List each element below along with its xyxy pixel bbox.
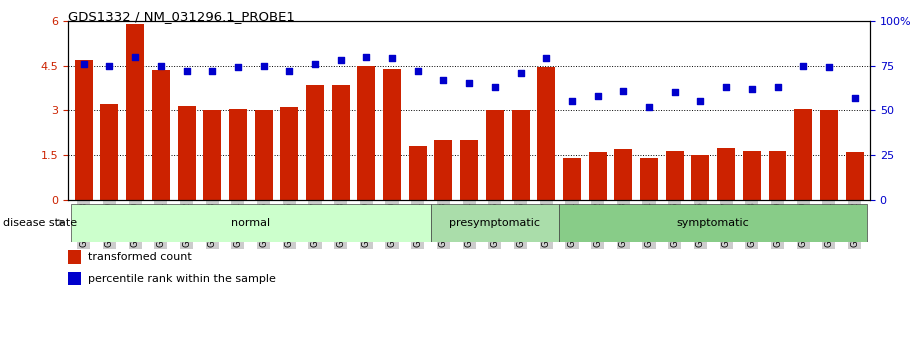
Bar — [589, 152, 607, 200]
Bar — [254, 110, 272, 200]
Bar — [537, 67, 555, 200]
Bar — [384, 69, 401, 200]
Point — [539, 56, 554, 61]
Bar — [794, 109, 813, 200]
Bar — [75, 60, 93, 200]
Point — [590, 93, 605, 99]
Point — [668, 90, 682, 95]
Bar — [614, 149, 632, 200]
Point — [411, 68, 425, 74]
Bar — [68, 250, 81, 264]
Point — [282, 68, 297, 74]
Text: normal: normal — [231, 218, 271, 227]
Bar — [512, 110, 529, 200]
Text: GDS1332 / NM_031296.1_PROBE1: GDS1332 / NM_031296.1_PROBE1 — [68, 10, 295, 23]
Point — [616, 88, 630, 93]
Point — [693, 99, 708, 104]
Bar — [152, 70, 169, 200]
Point — [128, 54, 142, 59]
Bar — [559, 204, 867, 241]
Bar — [281, 107, 298, 200]
Point — [308, 61, 322, 67]
Bar — [100, 105, 118, 200]
Bar — [845, 152, 864, 200]
Point — [102, 63, 117, 68]
Point — [565, 99, 579, 104]
Point — [179, 68, 194, 74]
Point — [770, 84, 784, 90]
Bar — [640, 158, 658, 200]
Point — [719, 84, 733, 90]
Text: disease state: disease state — [3, 218, 77, 227]
Bar — [229, 109, 247, 200]
Bar — [717, 148, 735, 200]
Bar — [126, 24, 144, 200]
Text: transformed count: transformed count — [87, 252, 191, 262]
Bar — [178, 106, 196, 200]
Text: presymptomatic: presymptomatic — [449, 218, 540, 227]
Point — [744, 86, 759, 92]
Point — [230, 65, 245, 70]
Point — [847, 95, 862, 101]
Point — [333, 57, 348, 63]
Point — [384, 56, 399, 61]
Bar — [306, 85, 324, 200]
Point — [154, 63, 169, 68]
Point — [205, 68, 220, 74]
Bar — [460, 140, 478, 200]
Bar — [332, 85, 350, 200]
Point — [822, 65, 836, 70]
Point — [359, 54, 374, 59]
Bar — [486, 110, 504, 200]
Point — [513, 70, 527, 76]
Bar — [203, 110, 221, 200]
Point — [77, 61, 91, 67]
Point — [487, 84, 502, 90]
Bar — [666, 151, 684, 200]
Point — [462, 81, 476, 86]
Point — [256, 63, 271, 68]
Bar — [71, 204, 431, 241]
Text: percentile rank within the sample: percentile rank within the sample — [87, 274, 275, 284]
Bar — [435, 140, 453, 200]
Bar — [742, 151, 761, 200]
Bar — [357, 66, 375, 200]
Bar — [769, 151, 786, 200]
Text: symptomatic: symptomatic — [677, 218, 750, 227]
Bar — [691, 155, 710, 200]
Point — [641, 104, 656, 110]
Bar — [409, 146, 426, 200]
Bar — [820, 110, 838, 200]
Point — [796, 63, 811, 68]
Point — [436, 77, 451, 83]
Bar — [563, 158, 581, 200]
Bar — [68, 272, 81, 285]
Bar — [431, 204, 559, 241]
